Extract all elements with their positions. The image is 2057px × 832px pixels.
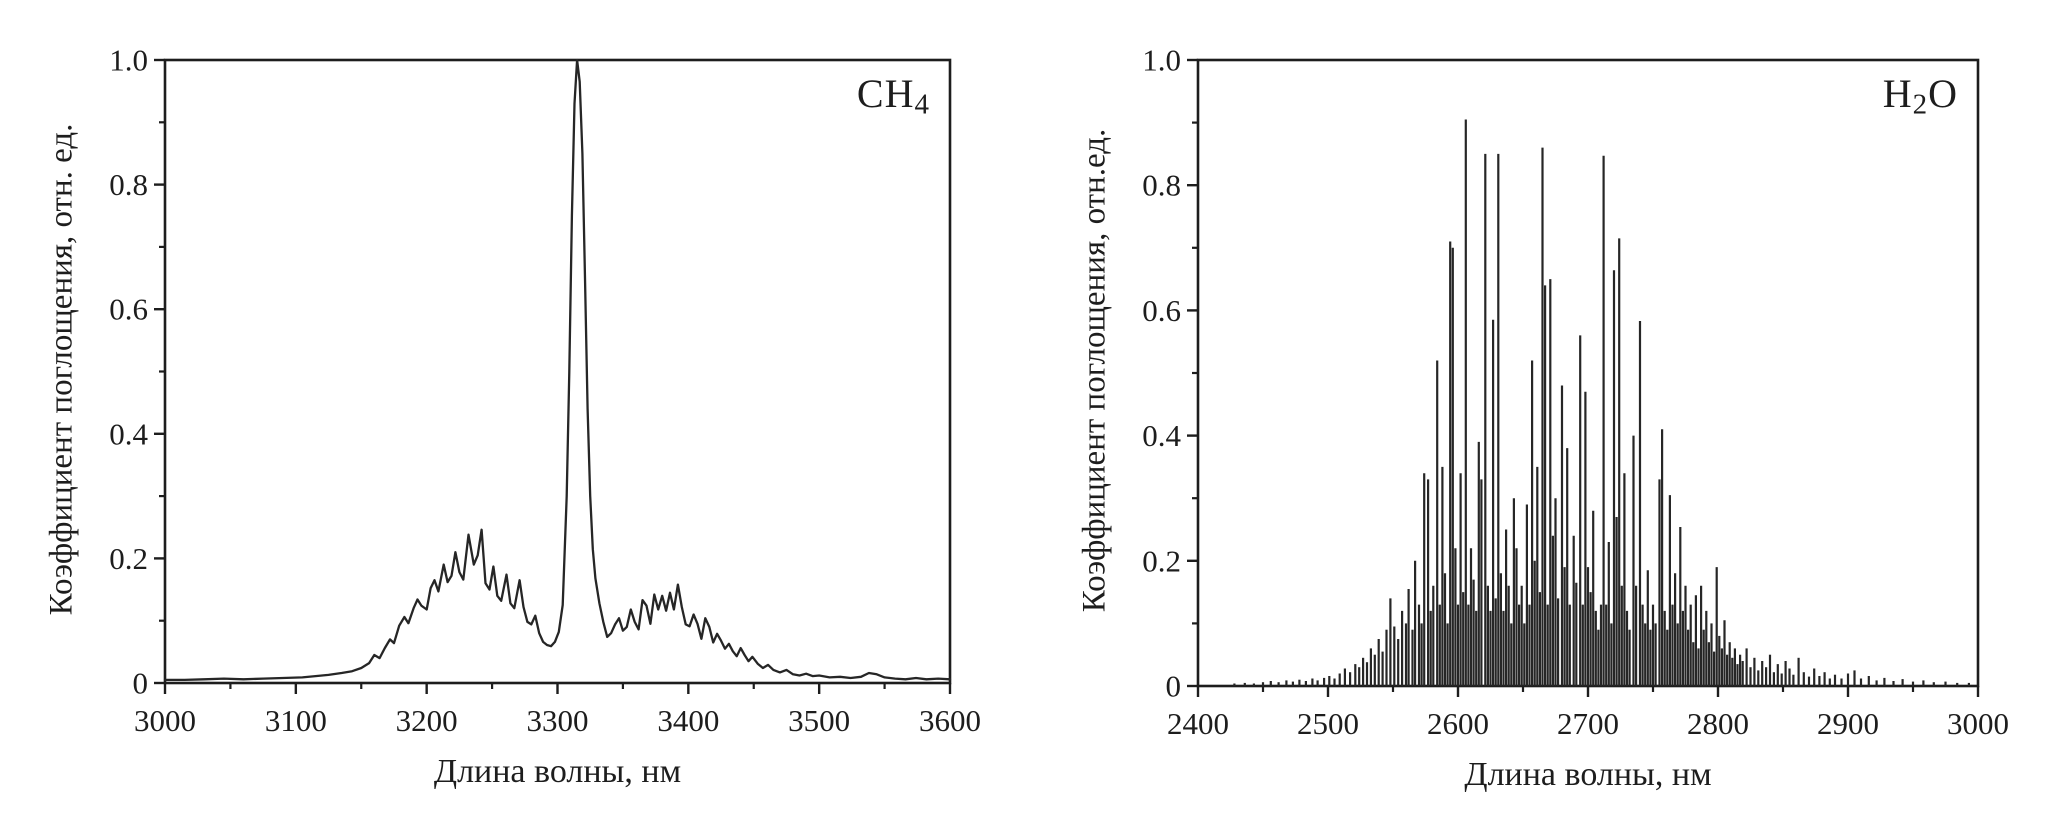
ch4-formula-label: CH4: [630, 70, 930, 121]
x-tick-label: 3500: [788, 703, 850, 738]
y-tick-label: 0.6: [1142, 293, 1181, 328]
h2o-axis-ticks: [1187, 58, 1980, 697]
x-tick-label: 3600: [919, 703, 981, 738]
x-tick-label: 2900: [1817, 706, 1879, 741]
ch4-spectrum-curve: [163, 58, 952, 682]
x-tick-label: 3400: [657, 703, 719, 738]
h2o-plot: 2400 2500 2600 2700 2800 2900 3000 0 0.2 0.4 0.6 0.…: [1142, 43, 2009, 741]
h2o-tick-labels: 2400 2500 2600 2700 2800 2900 3000 0 0.2 0.4 0.6 0.…: [1142, 43, 2009, 741]
x-tick-label: 2400: [1167, 706, 1229, 741]
ch4-y-axis-title: Коэффициент поглощения, отн. ед.: [43, 123, 80, 615]
x-tick-label: 2600: [1427, 706, 1489, 741]
ch4-plot-frame: [163, 58, 952, 685]
x-tick-label: 3200: [396, 703, 458, 738]
ch4-axis-ticks: [154, 58, 952, 694]
y-tick-label: 0.8: [1142, 168, 1181, 203]
y-tick-label: 0.2: [1142, 543, 1181, 578]
ch4-x-axis-title: Длина волны, нм: [433, 753, 682, 790]
h2o-formula-label: H2O: [1658, 70, 1958, 121]
x-tick-label: 3300: [527, 703, 589, 738]
x-tick-label: 3100: [265, 703, 327, 738]
h2o-y-axis-title: Коэффициент поглощения, отн.ед.: [1076, 128, 1113, 613]
x-tick-label: 3000: [1947, 706, 2009, 741]
y-tick-label: 0.4: [1142, 418, 1181, 453]
y-tick-label: 1.0: [109, 43, 148, 78]
x-tick-label: 2800: [1687, 706, 1749, 741]
y-tick-label: 1.0: [1142, 43, 1181, 78]
x-tick-label: 2700: [1557, 706, 1619, 741]
h2o-formula-suffix: O: [1928, 71, 1958, 116]
h2o-x-axis-title: Длина волны, нм: [1464, 756, 1712, 793]
ch4-formula-main: CH: [856, 71, 915, 116]
h2o-formula-subscript: 2: [1912, 88, 1929, 121]
y-tick-label: 0.6: [109, 292, 148, 327]
y-tick-label: 0: [1166, 669, 1182, 704]
ch4-formula-subscript: 4: [914, 88, 930, 121]
ch4-plot: 3000 3100 3200 3300 3400 3500 3600 0 0.2 0.4 0.6 0.…: [109, 43, 981, 738]
y-tick-label: 0.2: [109, 541, 148, 576]
y-tick-label: 0: [133, 666, 149, 701]
h2o-spectrum-sticks: [1233, 119, 1971, 686]
y-tick-label: 0.4: [109, 416, 148, 451]
y-tick-label: 0.8: [109, 167, 148, 202]
ch4-tick-labels: 3000 3100 3200 3300 3400 3500 3600 0 0.2 0.4 0.6 0.…: [109, 43, 981, 738]
h2o-formula-main: H: [1882, 71, 1913, 116]
x-tick-label: 3000: [134, 703, 196, 738]
x-tick-label: 2500: [1297, 706, 1359, 741]
